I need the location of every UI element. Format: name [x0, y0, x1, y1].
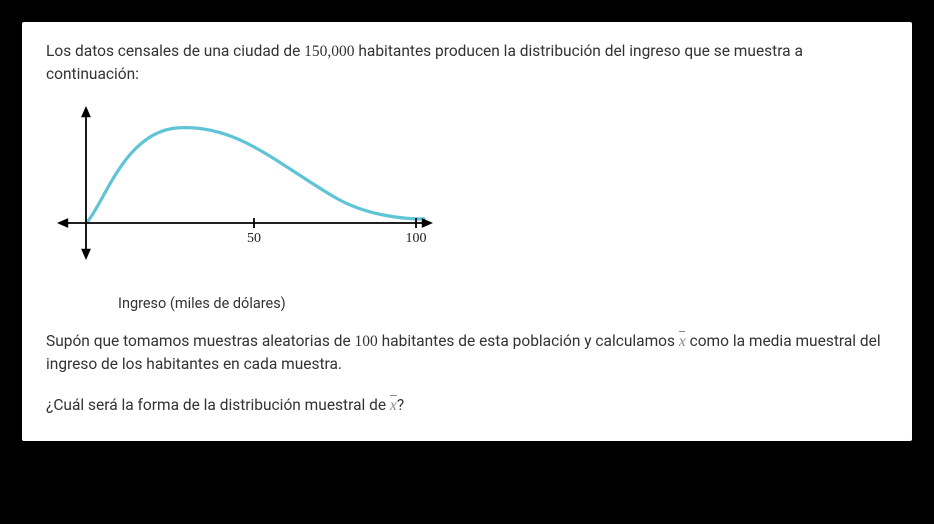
question-text-1: Supón que tomamos muestras aleatorias de [46, 332, 355, 350]
exercise-card: Los datos censales de una ciudad de 150,… [22, 22, 912, 441]
xbar-symbol: x [679, 330, 686, 353]
tick-label: 50 [247, 231, 261, 247]
final-text-2: ? [397, 396, 404, 414]
distribution-chart: 50 100 [46, 103, 446, 283]
intro-text-1: Los datos censales de una ciudad de [46, 42, 304, 60]
question-paragraph: Supón que tomamos muestras aleatorias de… [46, 330, 888, 377]
sample-size-number: 100 [355, 333, 378, 350]
population-number: 150,000 [304, 43, 354, 60]
x-axis-label: Ingreso (miles de dólares) [118, 295, 888, 312]
intro-paragraph: Los datos censales de una ciudad de 150,… [46, 40, 888, 87]
final-text-1: ¿Cuál será la forma de la distribución m… [46, 396, 390, 414]
final-question: ¿Cuál será la forma de la distribución m… [46, 394, 888, 417]
question-text-2: habitantes de esta población y calculamo… [378, 332, 679, 350]
xbar-symbol-2: x [390, 394, 397, 417]
tick-label: 100 [406, 231, 427, 247]
chart-svg [46, 103, 446, 283]
